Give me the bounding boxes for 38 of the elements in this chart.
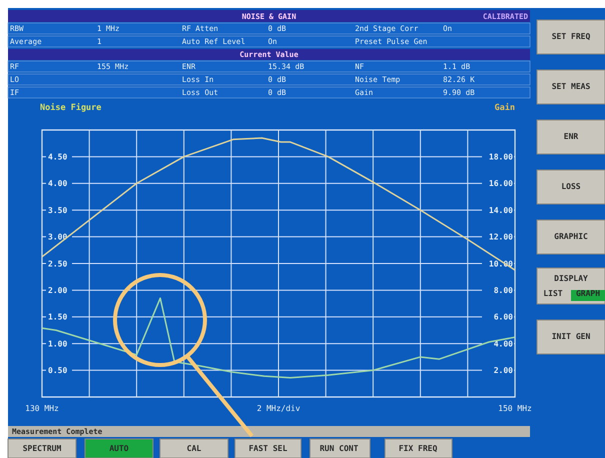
text: SPECTRUM xyxy=(22,444,62,453)
y2-tick-label: 12.00 xyxy=(488,232,514,242)
text: CAL xyxy=(186,444,202,453)
text: ENR xyxy=(564,132,578,141)
y2-tick-label: 18.00 xyxy=(488,152,514,162)
y-tick-label: 0.50 xyxy=(48,366,68,376)
y2-tick-label: 14.00 xyxy=(488,206,514,215)
y-tick-label: 1.50 xyxy=(48,312,68,322)
y2-tick-label: 4.00 xyxy=(494,339,514,348)
text: SET FREQ xyxy=(552,32,590,41)
text: GRAPH xyxy=(576,289,600,298)
text: GRAPHIC xyxy=(554,232,588,241)
x-tick-label: 130 MHz xyxy=(25,404,60,413)
y-tick-label: 4.50 xyxy=(48,152,68,162)
text: DISPLAY xyxy=(554,274,588,283)
text: RUN CONT xyxy=(320,444,358,453)
text: AUTO xyxy=(109,444,129,453)
y-tick-label: 2.00 xyxy=(48,286,68,295)
y-tick-label: 4.00 xyxy=(48,179,68,188)
y2-tick-label: 8.00 xyxy=(494,286,514,295)
text: SET MEAS xyxy=(552,82,590,91)
y-axis-title: Noise Figure xyxy=(40,103,102,113)
y2-axis-title: Gain xyxy=(494,103,515,113)
text: FIX FREQ xyxy=(398,444,438,453)
x-tick-label: 150 MHz xyxy=(498,404,532,413)
y2-tick-label: 6.00 xyxy=(494,312,514,322)
line-series xyxy=(41,297,516,379)
y-tick-label: 3.50 xyxy=(48,206,68,215)
text: LIST xyxy=(543,289,563,298)
line-series xyxy=(41,137,516,271)
y2-tick-label: 16.00 xyxy=(488,179,514,188)
text: LOSS xyxy=(561,182,581,191)
text: INIT GEN xyxy=(552,332,590,341)
y2-tick-label: 2.00 xyxy=(494,366,514,376)
x-axis-title: 2 MHz/div xyxy=(256,404,300,413)
text: FAST SEL xyxy=(248,444,288,453)
y-tick-label: 2.50 xyxy=(48,259,68,268)
y-tick-label: 1.00 xyxy=(48,339,68,348)
